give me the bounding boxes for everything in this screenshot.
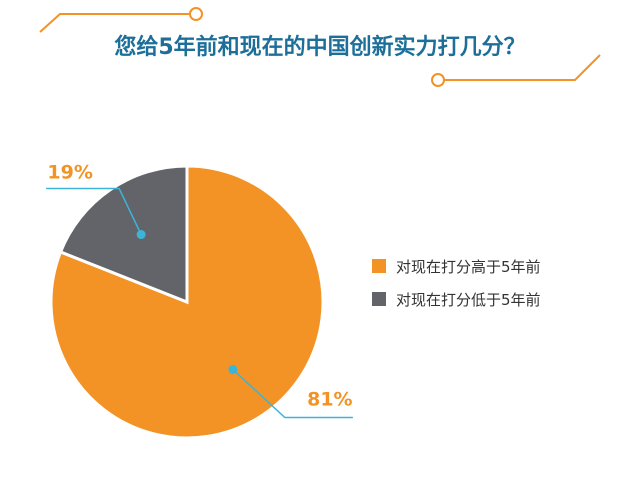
leader-line-high <box>228 364 353 419</box>
pie <box>49 164 325 440</box>
legend-swatch-low <box>372 292 386 306</box>
decor-circle-right <box>431 73 445 87</box>
legend: 对现在打分高于5年前 对现在打分低于5年前 <box>372 258 541 309</box>
chart-title: 您给5年前和现在的中国创新实力打几分？ <box>114 34 525 60</box>
legend-label-high: 对现在打分高于5年前 <box>396 258 541 276</box>
leader-line-low <box>46 187 146 240</box>
leader-lines <box>46 187 353 419</box>
slice-label-low: 19% <box>47 162 92 184</box>
decor-top-left-line <box>39 7 203 33</box>
legend-label-low: 对现在打分低于5年前 <box>396 291 541 309</box>
legend-swatch-high <box>372 259 386 273</box>
slice-label-high: 81% <box>307 388 352 410</box>
decor-bottom-right-line <box>431 54 601 87</box>
decor-circle-top <box>189 7 203 21</box>
pie-slice-low <box>58 164 189 305</box>
